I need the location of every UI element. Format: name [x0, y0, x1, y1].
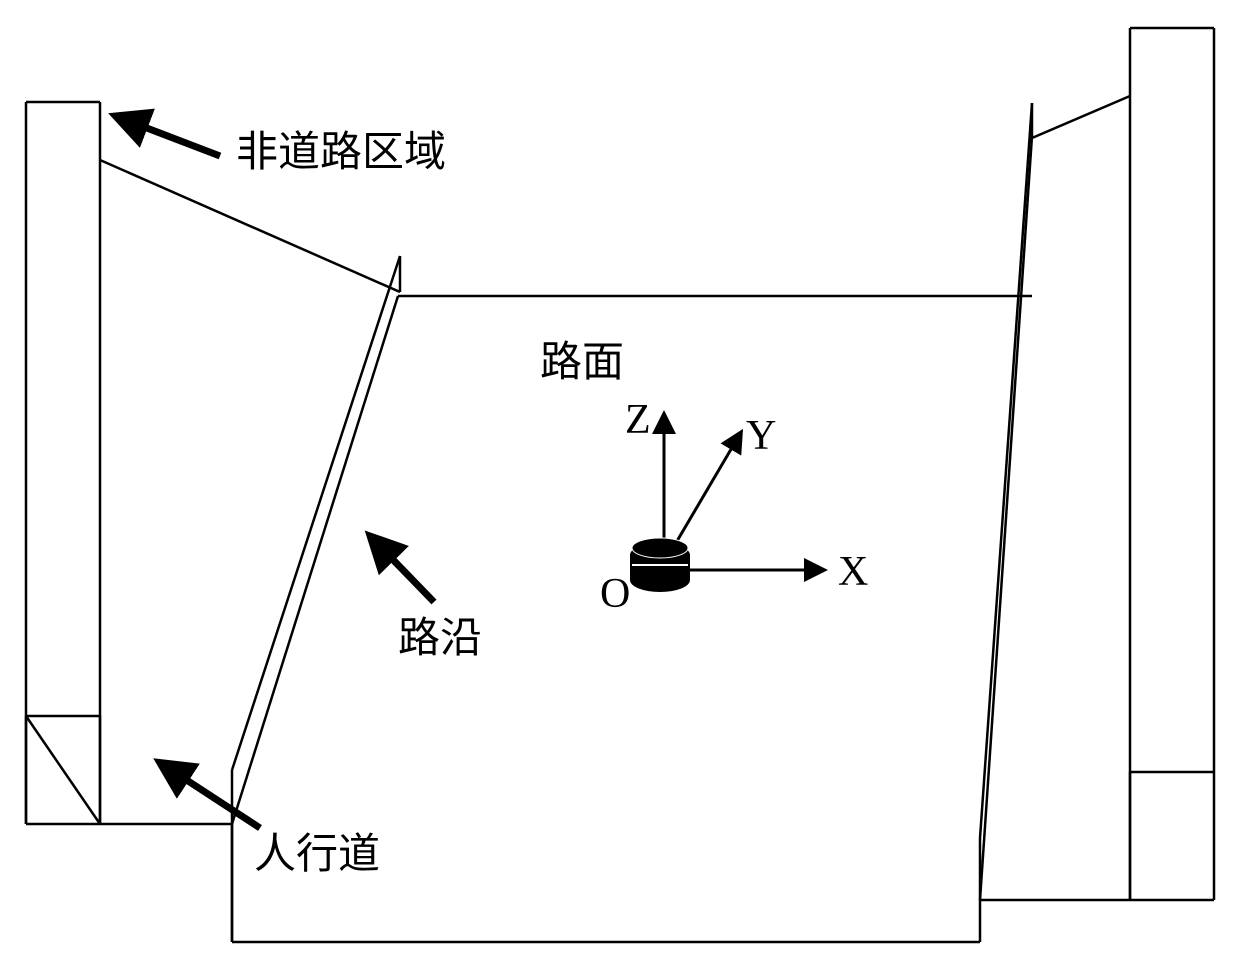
label-sidewalk: 人行道 [254, 820, 380, 881]
left-structure [26, 102, 400, 942]
annotation-arrows [118, 117, 434, 828]
axis-label-y: Y [746, 412, 776, 460]
label-road-surface: 路面 [540, 328, 624, 389]
axis-label-z: Z [625, 396, 651, 444]
axis-label-x: X [838, 548, 868, 596]
right-structure [980, 28, 1214, 900]
road-section-diagram: 非道路区域 路面 路沿 人行道 Z Y X O [0, 0, 1240, 978]
lidar-sensor [630, 538, 690, 592]
label-non-road-area: 非道路区域 [236, 118, 446, 179]
road-surface-lines [26, 296, 1032, 942]
axis-label-origin: O [600, 570, 630, 618]
label-curb: 路沿 [398, 604, 482, 665]
